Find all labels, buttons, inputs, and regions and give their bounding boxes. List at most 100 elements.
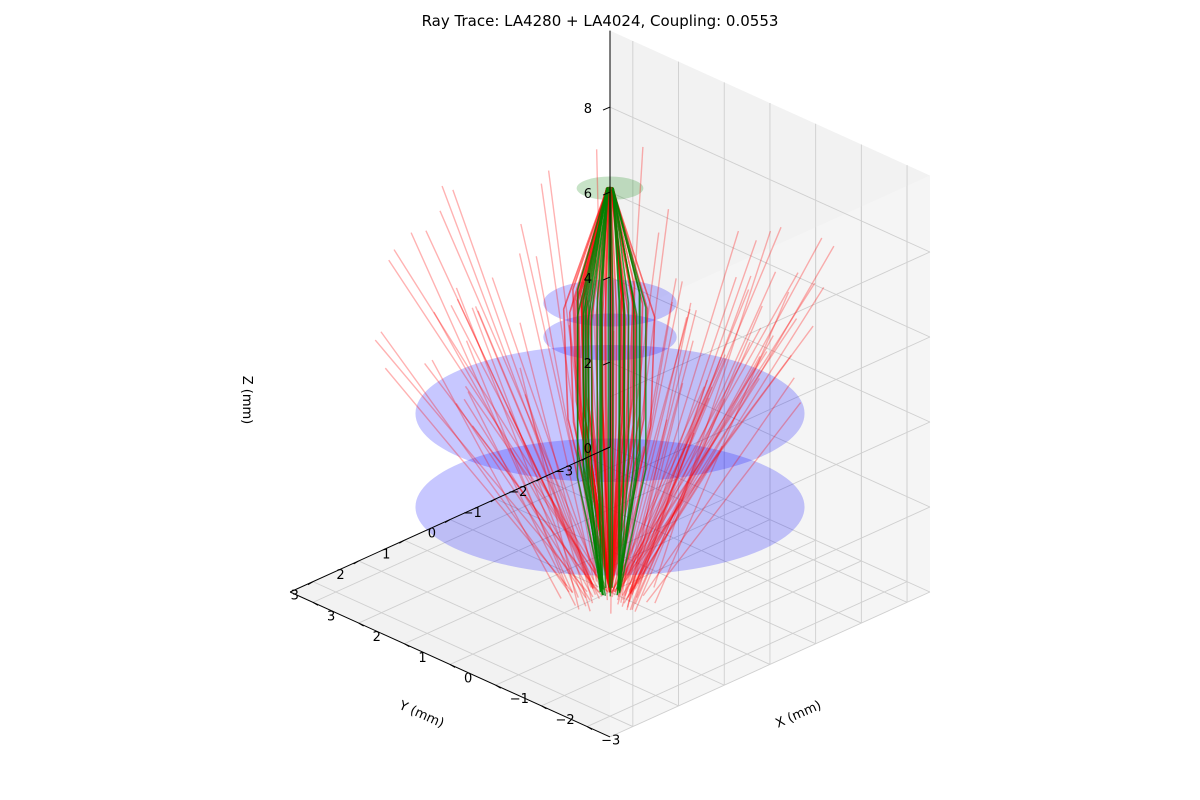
ray-red: [621, 340, 694, 607]
ray-red: [613, 318, 798, 593]
z-tick: [602, 191, 611, 196]
ray-red: [646, 402, 802, 603]
ray-red: [455, 287, 579, 598]
ray-red: [631, 240, 757, 595]
ray-red: [540, 183, 597, 574]
ray-green: [609, 186, 614, 588]
grid-line: [609, 336, 931, 483]
ray-red: [508, 410, 601, 600]
ray-red: [626, 302, 692, 608]
ray-red: [450, 304, 599, 588]
ray-red: [464, 385, 609, 593]
y-tick: [490, 498, 497, 503]
y-tick-label: 2: [336, 568, 344, 583]
y-tick-label: 1: [382, 547, 390, 562]
ray-red: [634, 398, 725, 612]
grid-line: [609, 106, 931, 253]
grid-line: [609, 421, 931, 568]
ray-red: [634, 305, 763, 605]
x-tick-label: 1: [418, 651, 426, 666]
ray-red-coupled: [572, 187, 611, 593]
y-tick: [536, 477, 542, 482]
x-tick-label: 3: [327, 609, 335, 624]
ray-red: [519, 322, 594, 604]
y-tick: [307, 581, 314, 586]
ray-red: [637, 275, 752, 585]
y-axis-label: Y (mm): [396, 698, 446, 731]
ray-green: [612, 187, 620, 590]
grid-line: [495, 498, 816, 645]
ray-red: [634, 245, 835, 590]
ray-red: [410, 232, 574, 594]
ray-red: [393, 249, 611, 593]
ray-green: [596, 187, 609, 590]
ray-green: [590, 189, 609, 596]
ray-green: [588, 188, 608, 593]
ray-red: [636, 341, 751, 598]
ray-red: [617, 358, 726, 597]
z-tick: [602, 276, 611, 281]
ray-red-coupled: [576, 187, 611, 593]
ray-red: [621, 281, 683, 579]
ray-green: [612, 188, 630, 593]
ray-green: [582, 187, 608, 592]
ray-red: [452, 189, 595, 589]
ray-red-coupled: [604, 189, 611, 593]
ray-red: [433, 311, 594, 598]
z-tick: [602, 361, 611, 366]
ray-red: [626, 382, 684, 611]
z-tick-label: 2: [584, 357, 592, 372]
ray-red-coupled: [579, 187, 611, 593]
y-tick: [353, 560, 359, 565]
ray-red: [629, 432, 695, 611]
ray-red: [614, 327, 762, 593]
ray-red: [467, 391, 577, 606]
grid-line: [609, 361, 931, 508]
grid-line: [609, 191, 931, 338]
grid-line: [358, 560, 679, 707]
y-tick: [581, 457, 588, 461]
x-tick-label: −1: [510, 692, 529, 707]
x-tick: [312, 601, 319, 606]
y-tick-label: −2: [508, 485, 527, 500]
ray-red: [518, 253, 595, 580]
grid-line: [609, 506, 931, 653]
ray-red: [618, 278, 677, 584]
ray-red: [441, 185, 594, 589]
ray-red: [610, 351, 768, 593]
x-tick: [495, 684, 502, 689]
y-tick: [444, 519, 451, 523]
ray-red: [388, 259, 609, 593]
axes: [289, 30, 611, 738]
x-tick-label: 2: [373, 630, 381, 645]
ray-red: [625, 335, 774, 600]
ray-red: [374, 339, 588, 593]
ray-red: [477, 310, 593, 585]
ray-green: [612, 188, 625, 593]
ray-red: [628, 386, 713, 603]
x-tick: [541, 705, 547, 710]
ray-red: [439, 210, 605, 591]
ray-red: [630, 271, 777, 595]
ray-red: [611, 354, 726, 594]
ray-red: [424, 362, 600, 593]
ray-red: [535, 256, 598, 582]
ray-red: [519, 367, 580, 610]
x-tick-label: −3: [601, 734, 620, 749]
ray-red: [613, 397, 710, 596]
ray-green: [612, 188, 647, 594]
y-tick: [399, 539, 405, 544]
grid-line: [586, 457, 908, 603]
ray-red: [617, 325, 814, 592]
grid-line: [609, 251, 931, 398]
ray-red: [616, 282, 816, 593]
ray-red: [463, 398, 591, 601]
z-tick-label: 6: [584, 187, 592, 202]
ray-red: [474, 306, 597, 595]
ray-red: [654, 291, 790, 604]
ray-red: [524, 394, 591, 612]
ray-red: [631, 379, 708, 611]
ray-red: [642, 377, 795, 597]
x-tick-label: −2: [555, 713, 574, 728]
ray-green: [600, 186, 610, 589]
